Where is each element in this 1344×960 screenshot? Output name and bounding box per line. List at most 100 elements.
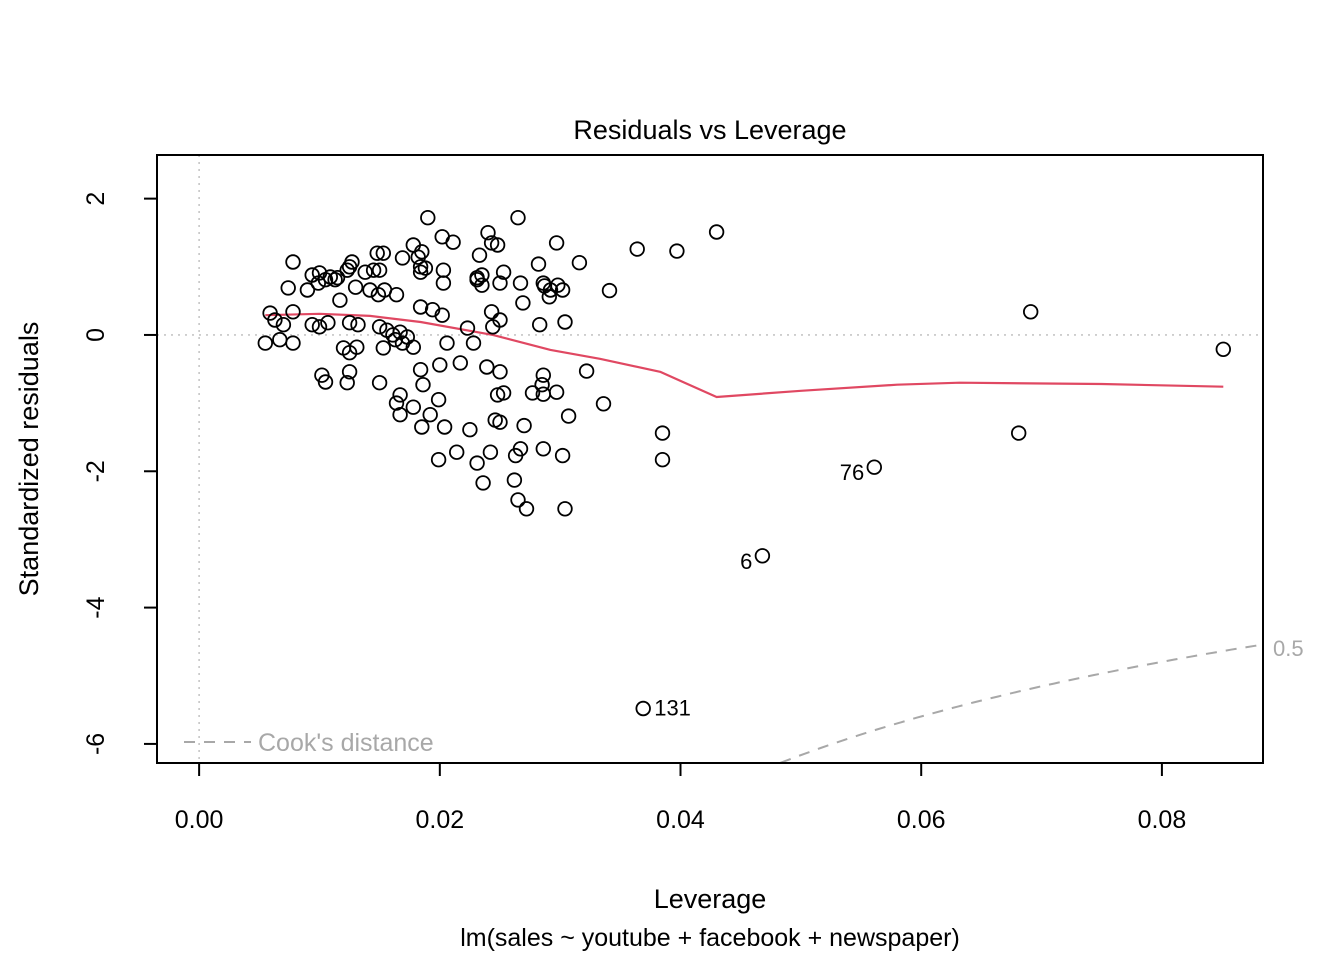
data-point [392, 407, 408, 423]
cooks-distance-legend-label: Cook's distance [258, 729, 434, 757]
data-point [554, 282, 571, 298]
labeled-data-point [866, 459, 883, 475]
data-point [560, 408, 577, 424]
data-point [492, 275, 508, 291]
data-point [371, 262, 388, 278]
data-point [554, 447, 571, 464]
data-point [388, 287, 405, 303]
x-axis-tick-label: 0.04 [656, 806, 705, 834]
data-point [412, 264, 429, 280]
x-axis-title: Leverage [654, 884, 767, 914]
data-point [370, 287, 387, 303]
data-point [507, 447, 524, 464]
data-point [518, 501, 535, 517]
data-point [285, 335, 301, 351]
data-point [257, 335, 274, 351]
smooth-trend-line [265, 312, 1224, 399]
data-point [267, 312, 283, 328]
data-point [578, 363, 595, 379]
data-point [420, 209, 436, 226]
outlier-point-label: 131 [654, 695, 691, 720]
data-point [387, 332, 404, 348]
data-point [392, 387, 408, 403]
data-point [285, 254, 301, 270]
data-point [708, 224, 725, 240]
data-point [479, 359, 495, 375]
data-point [535, 367, 552, 383]
data-point [412, 362, 429, 378]
data-point [422, 407, 438, 423]
data-point [452, 355, 469, 371]
data-point [469, 455, 485, 471]
data-point [601, 282, 618, 299]
data-point [414, 419, 430, 435]
data-point [365, 262, 382, 278]
data-point [280, 280, 296, 296]
data-point [272, 332, 288, 348]
data-point [341, 259, 358, 275]
data-point [510, 492, 526, 508]
data-point [475, 475, 491, 491]
outlier-point-label: 76 [840, 460, 864, 485]
data-point [629, 241, 645, 257]
data-point [304, 317, 320, 333]
data-point [341, 364, 358, 380]
data-point [332, 292, 348, 308]
data-point [462, 422, 478, 438]
data-point [341, 315, 358, 331]
data-point [515, 295, 531, 311]
y-axis-tick-label: -2 [82, 460, 110, 482]
data-point [495, 385, 512, 401]
data-point [445, 234, 461, 250]
x-axis-tick-label: 0.02 [415, 806, 464, 834]
data-point [516, 417, 532, 434]
data-point [571, 255, 588, 271]
x-axis-tick-label: 0.00 [175, 806, 224, 834]
data-point [541, 289, 558, 305]
data-point [317, 272, 334, 288]
data-point [1022, 304, 1039, 320]
data-point [557, 314, 573, 330]
data-point [405, 339, 422, 355]
data-point [371, 375, 388, 391]
data-point [357, 264, 373, 280]
data-point [524, 385, 541, 401]
data-point [1011, 425, 1027, 441]
data-point [548, 235, 565, 251]
data-point [459, 320, 476, 336]
data-point [1215, 341, 1232, 358]
data-point [436, 419, 453, 435]
labeled-data-point [635, 700, 651, 717]
data-point [495, 264, 512, 280]
y-axis-title: Standardized residuals [14, 322, 44, 597]
data-point [483, 304, 500, 320]
data-point [394, 335, 411, 351]
y-axis-tick-label: -4 [82, 596, 110, 618]
data-point [320, 315, 336, 331]
data-point [412, 299, 429, 315]
data-point [465, 335, 482, 351]
data-point [492, 414, 508, 430]
data-point [510, 209, 526, 226]
cooks-contour-level-label: 0.5 [1273, 636, 1304, 661]
data-point [339, 262, 355, 278]
data-point [669, 243, 685, 259]
data-point [534, 377, 550, 393]
data-point [471, 247, 488, 263]
plot-border [156, 154, 1264, 764]
data-point [349, 339, 365, 355]
data-point [430, 392, 447, 408]
data-point [654, 452, 671, 468]
data-point [375, 340, 392, 356]
outlier-point-label: 6 [740, 549, 752, 574]
chart-title: Residuals vs Leverage [573, 115, 846, 145]
data-point [430, 452, 447, 468]
chart-content-layer: 0.00 0.02 0.04 0.06 0.08 2 0 -2 -4 -6 76 6 131 [82, 155, 1264, 834]
data-point [548, 384, 565, 400]
data-point [410, 249, 426, 265]
x-axis-tick-label: 0.08 [1138, 806, 1187, 834]
data-point [435, 275, 452, 291]
data-point [512, 275, 529, 291]
